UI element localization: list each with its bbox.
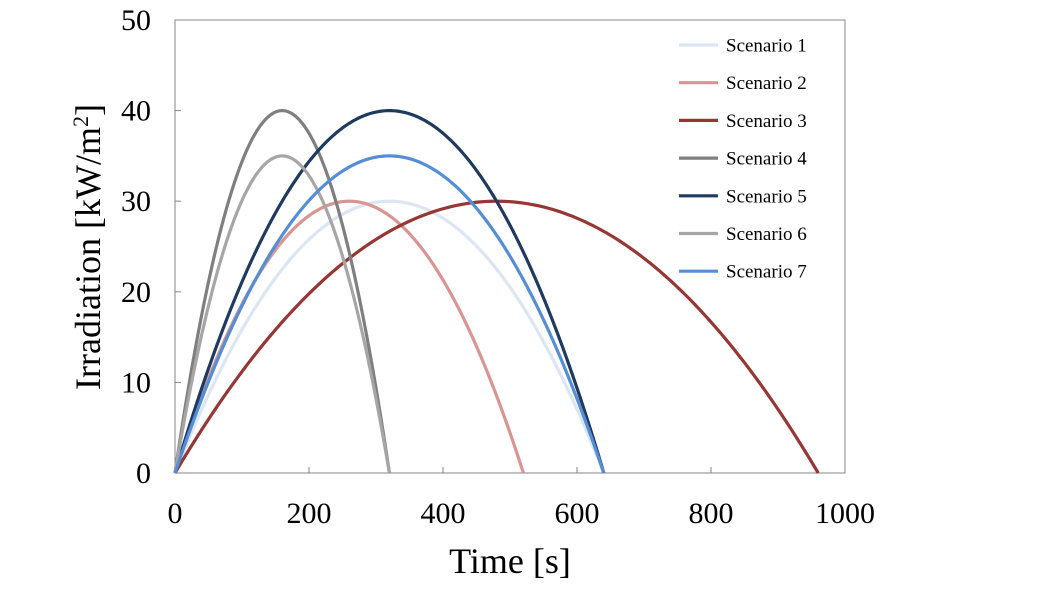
x-tick-label: 0 (168, 497, 183, 530)
series-line-scenario-5 (173, 108, 606, 474)
legend: Scenario 1 Scenario 2 Scenario 3 Scenario 4… (679, 36, 807, 283)
x-axis-title: Time [s] (449, 541, 571, 581)
plot-area (174, 19, 846, 474)
x-tick-label: 200 (287, 497, 332, 530)
x-tick-label: 1000 (815, 497, 875, 530)
y-tick-label: 0 (136, 457, 151, 490)
legend-label-scenario-2: Scenario 2 (726, 73, 807, 94)
legend-label-scenario-3: Scenario 3 (726, 111, 807, 132)
legend-label-scenario-4: Scenario 4 (726, 149, 807, 170)
y-tick-label: 10 (121, 366, 151, 399)
y-tick-label: 30 (121, 185, 151, 218)
series-lines (173, 108, 820, 474)
x-tick-label: 800 (689, 497, 734, 530)
legend-label-scenario-6: Scenario 6 (726, 224, 807, 245)
y-tick-label: 20 (121, 276, 151, 309)
series-line-scenario-1 (173, 199, 606, 474)
series-line-scenario-6 (173, 154, 391, 474)
axis-ticks: 0 200 400 600 800 1000 0 10 20 30 40 50 (121, 4, 875, 530)
y-axis-title-main: Irradiation [kW/m (68, 127, 108, 390)
legend-label-scenario-5: Scenario 5 (726, 186, 807, 207)
y-axis-title-close: ] (68, 104, 108, 116)
x-tick-label: 600 (555, 497, 600, 530)
y-tick-label: 50 (121, 4, 151, 37)
series-line-scenario-4 (173, 108, 391, 474)
y-tick-label: 40 (121, 95, 151, 128)
legend-label-scenario-7: Scenario 7 (726, 262, 807, 283)
series-line-scenario-7 (173, 154, 606, 474)
y-axis-title: Irradiation [kW/m2] (68, 104, 108, 390)
x-tick-label: 400 (421, 497, 466, 530)
legend-label-scenario-1: Scenario 1 (726, 36, 807, 57)
y-axis-title-superscript: 2 (68, 116, 93, 127)
